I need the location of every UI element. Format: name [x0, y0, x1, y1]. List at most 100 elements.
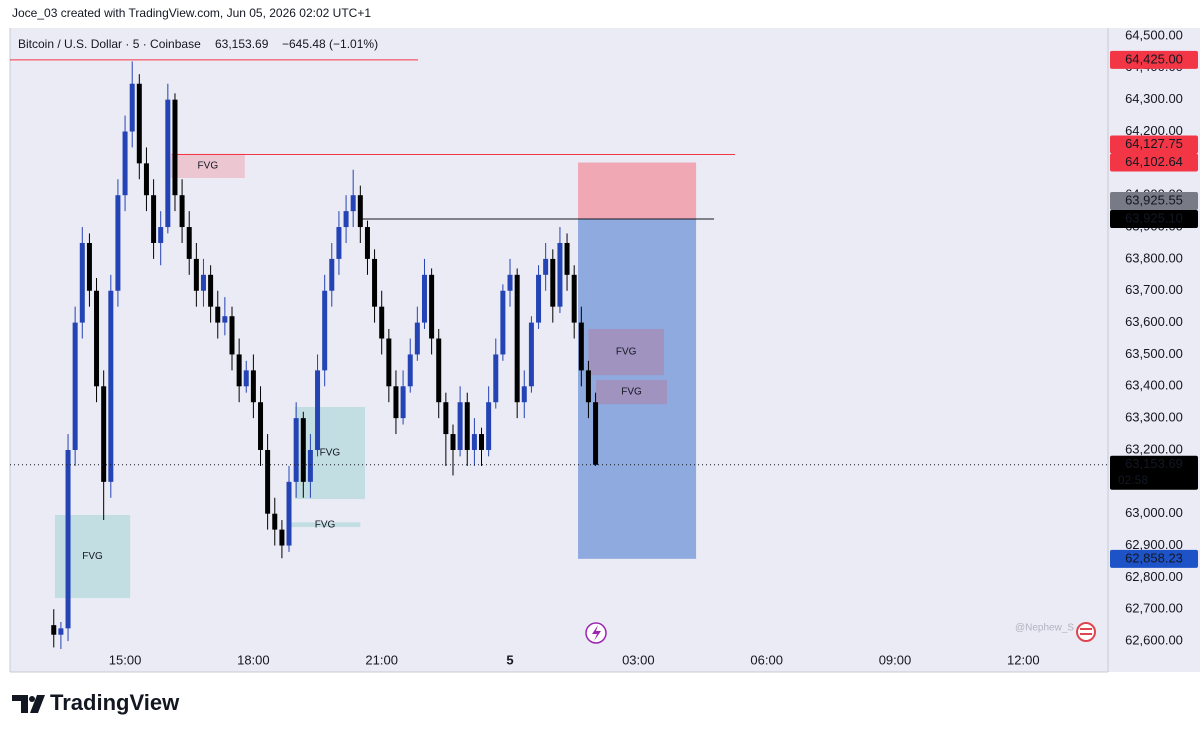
candle-body	[443, 402, 449, 435]
candle-body	[300, 418, 306, 482]
price-tag-label: 63,153.69	[1125, 456, 1183, 471]
price-tag-label: 62,858.23	[1125, 550, 1183, 565]
candle-body	[379, 306, 385, 339]
candle-body	[193, 258, 199, 291]
candle-body	[307, 449, 313, 482]
y-tick-label: 63,800.00	[1125, 250, 1183, 265]
candle-body	[414, 322, 420, 355]
candle-body	[343, 211, 349, 228]
axes: 62,600.00 62,700.00 62,800.00 62,900.00 63,0…	[109, 27, 1198, 667]
fvg-zone	[294, 406, 366, 500]
x-tick-label: 09:00	[879, 652, 912, 667]
candle-body	[122, 131, 128, 196]
candle-body	[286, 481, 292, 546]
x-tick-label: 03:00	[622, 652, 655, 667]
candle-body	[357, 195, 363, 228]
candle-body	[457, 402, 463, 450]
price-tag-label: 63,925.55	[1125, 192, 1183, 207]
y-tick-label: 63,000.00	[1125, 505, 1183, 520]
candle-body	[250, 370, 256, 403]
x-tick-label: 06:00	[750, 652, 783, 667]
footer-brand: TradingView	[50, 690, 180, 715]
candle-body	[293, 418, 299, 482]
candle-body	[79, 242, 85, 323]
y-tick-label: 62,900.00	[1125, 537, 1183, 552]
candle-body	[571, 274, 577, 323]
candle-body	[478, 434, 484, 450]
y-tick-label: 62,700.00	[1125, 601, 1183, 616]
x-tick-label: 21:00	[365, 652, 398, 667]
candle-body	[86, 242, 92, 291]
y-tick-label: 63,200.00	[1125, 441, 1183, 456]
candle-body	[372, 258, 378, 307]
candle-body	[564, 242, 570, 275]
candle-body	[215, 306, 221, 323]
candle-body	[265, 449, 271, 514]
candle-body	[521, 386, 527, 403]
candle-body	[500, 290, 506, 355]
candle-body	[486, 402, 492, 450]
candle-body	[471, 434, 477, 450]
flag-stripe	[1080, 628, 1092, 630]
candle-body	[578, 322, 584, 371]
attribution: Joce_03 created with TradingView.com, Ju…	[12, 6, 371, 20]
candle-body	[514, 274, 520, 403]
plot: FVG FVG FVG FVG FVG FVG	[10, 59, 1108, 650]
fvg-zone	[588, 328, 665, 376]
fvg-label: FVG	[198, 161, 219, 172]
fvg-label: FVG	[82, 551, 103, 562]
price-tag	[1110, 549, 1198, 568]
y-tick-label: 63,400.00	[1125, 378, 1183, 393]
candle-body	[364, 227, 370, 259]
candle-body	[429, 274, 435, 339]
last-price: 63,153.69	[215, 37, 269, 51]
fvg-zone	[170, 153, 245, 179]
price-tag-label: 63,925.10	[1125, 210, 1183, 225]
tv-logo-dot	[29, 696, 35, 702]
candle-body	[329, 258, 335, 291]
candle-body	[229, 316, 235, 355]
candle-body	[143, 163, 149, 196]
price-tag	[1110, 210, 1198, 229]
candle-body	[258, 402, 264, 450]
price-tag-label: 64,127.75	[1125, 136, 1183, 151]
price-tag	[1110, 455, 1198, 490]
y-tick-label: 64,300.00	[1125, 91, 1183, 106]
y-tick-label: 64,200.00	[1125, 123, 1183, 138]
y-tick-label: 62,600.00	[1125, 633, 1183, 648]
candle-body	[593, 402, 599, 465]
y-tick-label: 62,800.00	[1125, 569, 1183, 584]
spark-glyph	[592, 625, 601, 641]
stop-zone	[578, 162, 697, 220]
candle-body	[222, 316, 228, 323]
candle-body	[65, 449, 71, 629]
change: −645.48 (−1.01%)	[282, 37, 378, 51]
x-tick-label: 18:00	[237, 652, 270, 667]
price-tag	[1110, 135, 1198, 154]
price-tag	[1110, 192, 1198, 211]
candle-body	[315, 370, 321, 450]
candle-body	[450, 434, 456, 450]
symbol: Bitcoin / U.S. Dollar · 5 · Coinbase	[18, 37, 201, 51]
flag-icon[interactable]	[1076, 622, 1096, 642]
fvg-label: FVG	[616, 347, 637, 358]
candle-body	[51, 625, 57, 635]
candle-body	[407, 354, 413, 387]
flag-stripe	[1080, 633, 1092, 635]
candle-body	[436, 338, 442, 403]
candle-body	[350, 195, 356, 212]
candle-body	[585, 370, 591, 403]
candle-body	[72, 322, 78, 450]
y-tick-label: 63,700.00	[1125, 282, 1183, 297]
candle-body	[336, 227, 342, 259]
candle-body	[493, 354, 499, 403]
price-tag	[1110, 50, 1198, 69]
fvg-zone	[595, 379, 668, 405]
candle-body	[165, 99, 171, 228]
candle-body	[322, 290, 328, 371]
y-tick-label: 63,500.00	[1125, 346, 1183, 361]
fvg-zone	[289, 522, 361, 528]
candle-body	[108, 290, 114, 482]
price-tag-label: 64,102.64	[1125, 154, 1183, 169]
